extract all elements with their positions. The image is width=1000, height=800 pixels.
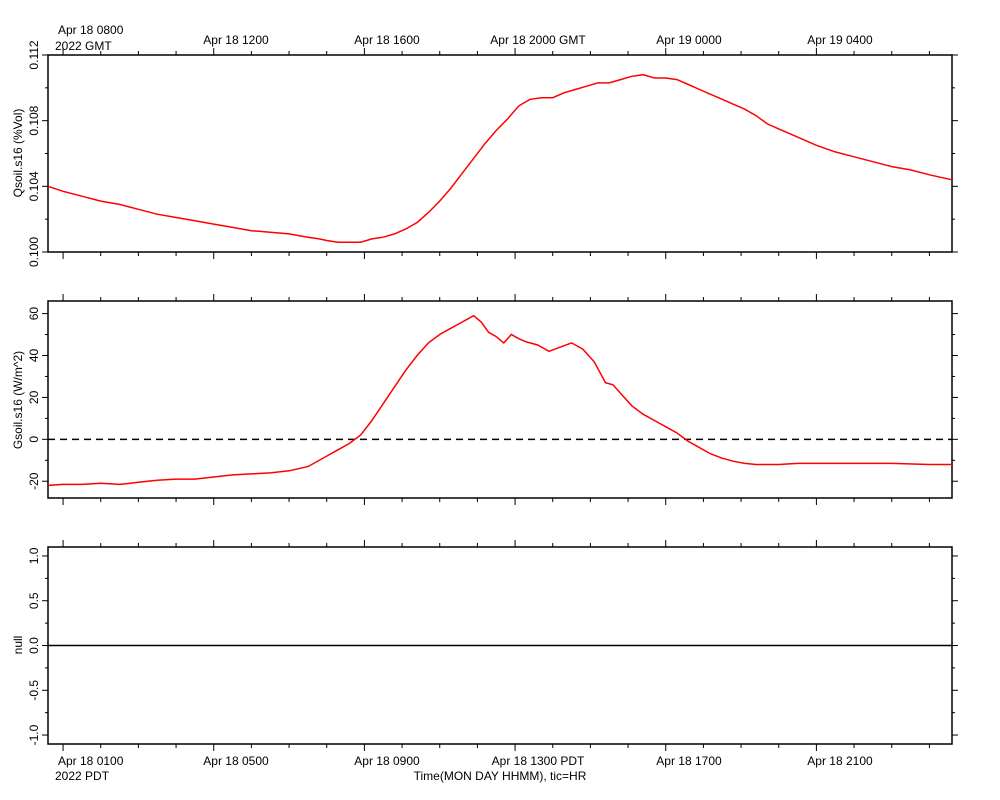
y-tick-label: 20 — [27, 390, 41, 404]
x-ticks — [62, 540, 930, 751]
top-time-axis: Apr 18 0800 2022 GMT Apr 18 1200 Apr 18 … — [55, 23, 873, 53]
y-tick-label: -1.0 — [27, 724, 41, 745]
y-tick-label: 40 — [27, 348, 41, 362]
bottom-axis-label: Apr 18 0500 — [203, 754, 269, 768]
top-axis-label: Apr 18 1200 — [203, 33, 269, 47]
y-tick-label: 0.112 — [27, 40, 41, 69]
panel-soil-moisture: 0.100 0.104 0.108 0.112 Qsoil.s16 (%Vol) — [11, 40, 958, 267]
y-tick-label: 0.5 — [27, 592, 41, 609]
panel-null: -1.0 -0.5 0.0 0.5 1.0 null — [11, 540, 958, 751]
y-tick-label: 0.0 — [27, 637, 41, 654]
plot-frame — [47, 54, 953, 253]
x-axis-label: Time(MON DAY HHMM), tic=HR — [414, 769, 587, 783]
bottom-axis-label: Apr 18 2100 — [807, 754, 873, 768]
bottom-axis-first-label: Apr 18 0100 — [58, 754, 124, 768]
y-tick-label: 0.100 — [27, 237, 41, 267]
panel-soil-heat-flux: -20 0 20 40 60 Gsoil.s16 (W/m^2) — [11, 294, 958, 505]
x-ticks — [62, 48, 930, 259]
x-ticks — [62, 294, 930, 505]
top-axis-label: Apr 18 2000 GMT — [490, 33, 586, 47]
top-axis-label: Apr 19 0400 — [807, 33, 873, 47]
y-ticks: -1.0 -0.5 0.0 0.5 1.0 — [27, 547, 958, 745]
series-line — [47, 314, 952, 487]
y-tick-label: 0.104 — [27, 171, 41, 201]
bottom-axis-label: Apr 18 1700 — [656, 754, 722, 768]
series-marks — [48, 75, 952, 243]
plot-frame — [47, 300, 953, 499]
y-tick-label: -0.5 — [27, 680, 41, 701]
series-marks — [48, 316, 952, 486]
y-tick-label: 1.0 — [27, 547, 41, 564]
top-axis-first-label: Apr 18 0800 — [58, 23, 124, 37]
top-axis-label: Apr 18 1600 — [354, 33, 420, 47]
y-tick-label: 60 — [27, 307, 41, 321]
y-axis-label: null — [11, 636, 25, 655]
bottom-axis-first-sublabel: 2022 PDT — [55, 769, 110, 783]
y-axis-label: Qsoil.s16 (%Vol) — [11, 109, 25, 198]
top-axis-label: Apr 19 0000 — [656, 33, 722, 47]
bottom-axis-label: Apr 18 0900 — [354, 754, 420, 768]
y-tick-label: 0 — [27, 436, 41, 443]
y-ticks: 0.100 0.104 0.108 0.112 — [27, 40, 958, 267]
y-tick-label: -20 — [27, 472, 41, 490]
y-ticks: -20 0 20 40 60 — [27, 307, 958, 490]
top-axis-first-sublabel: 2022 GMT — [55, 39, 112, 53]
bottom-axis-label: Apr 18 1300 PDT — [492, 754, 585, 768]
y-axis-label: Gsoil.s16 (W/m^2) — [11, 351, 25, 449]
series-line — [47, 73, 953, 243]
y-tick-label: 0.108 — [27, 105, 41, 135]
bottom-time-axis: Apr 18 0100 2022 PDT Apr 18 0500 Apr 18 … — [55, 754, 873, 783]
